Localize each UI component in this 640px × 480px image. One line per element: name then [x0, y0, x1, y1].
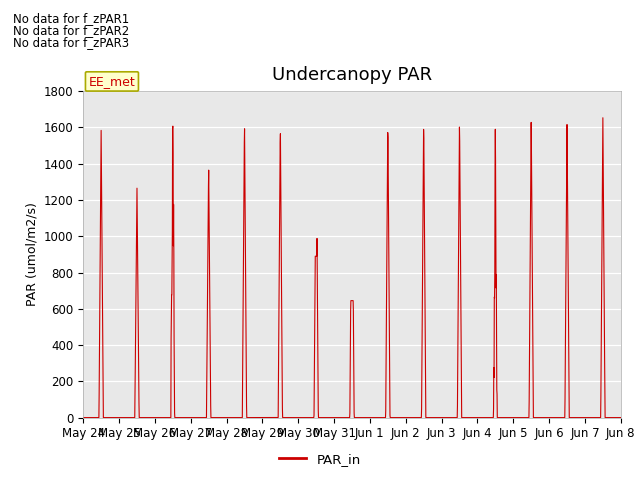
Text: EE_met: EE_met — [88, 75, 135, 88]
Title: Undercanopy PAR: Undercanopy PAR — [272, 66, 432, 84]
Text: No data for f_zPAR2: No data for f_zPAR2 — [13, 24, 129, 37]
Text: No data for f_zPAR1: No data for f_zPAR1 — [13, 12, 129, 25]
Y-axis label: PAR (umol/m2/s): PAR (umol/m2/s) — [25, 203, 38, 306]
Legend: PAR_in: PAR_in — [274, 447, 366, 471]
Text: No data for f_zPAR3: No data for f_zPAR3 — [13, 36, 129, 49]
